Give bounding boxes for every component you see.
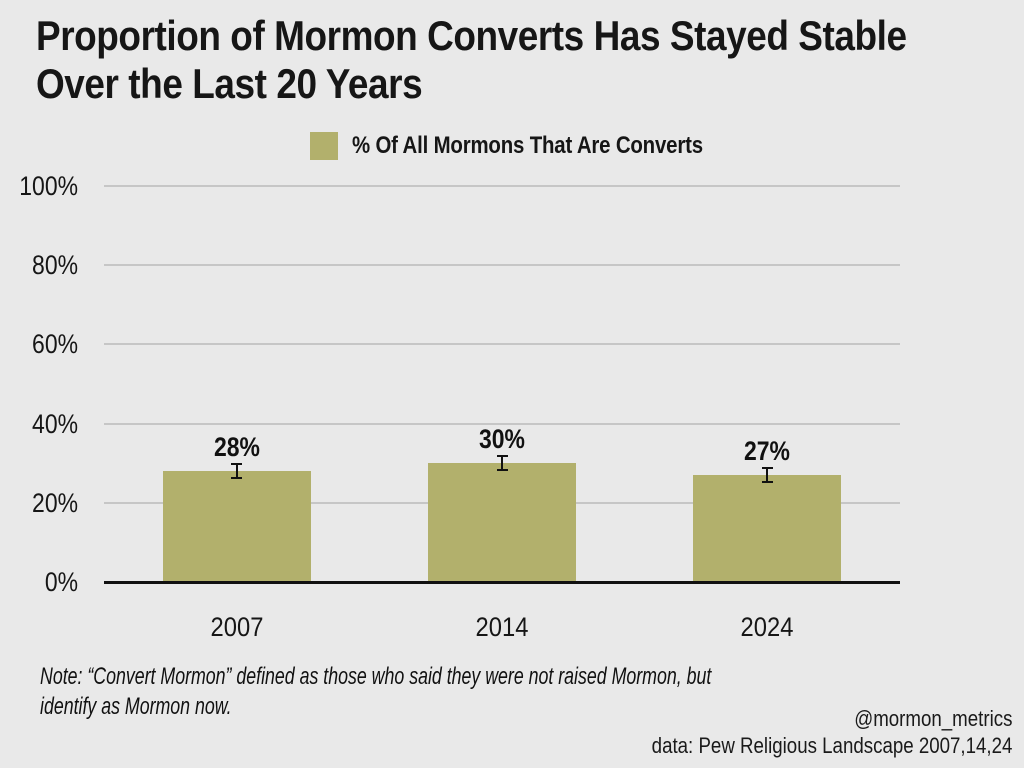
gridline-40	[104, 422, 900, 425]
legend-label: % Of All Mormons That Are Converts	[352, 132, 703, 159]
y-tick-label-20: 20%	[32, 487, 78, 518]
chart-title: Proportion of Mormon Converts Has Stayed…	[36, 12, 1024, 108]
bar-2014	[428, 463, 576, 582]
chart-title-line-2: Over the Last 20 Years	[36, 60, 423, 107]
chart-title-line-1: Proportion of Mormon Converts Has Stayed…	[36, 12, 907, 59]
y-tick-label-40: 40%	[32, 408, 78, 439]
footnote-line-1: Note: “Convert Mormon” defined as those …	[40, 663, 712, 690]
bar-2024	[693, 475, 842, 582]
value-label-2014: 30%	[479, 424, 525, 455]
x-axis-line	[104, 581, 900, 584]
error-bar-2024	[761, 467, 773, 483]
error-bar-2007	[231, 463, 243, 480]
gridline-100	[104, 185, 900, 187]
footnote-line-2: identify as Mormon now.	[40, 693, 232, 720]
bar-2007	[162, 471, 311, 582]
value-label-2024: 27%	[744, 436, 791, 467]
gridline-80	[104, 264, 900, 267]
y-tick-label-0: 0%	[44, 567, 78, 597]
legend-swatch-icon	[310, 132, 338, 160]
footnote: Note: “Convert Mormon” defined as those …	[40, 662, 947, 722]
legend: % Of All Mormons That Are Converts	[310, 132, 765, 160]
attribution-source: data: Pew Religious Landscape 2007,14,24	[651, 733, 1012, 758]
y-tick-label-100: 100%	[19, 171, 78, 201]
x-tick-label-2024: 2024	[740, 612, 794, 642]
gridline-60	[104, 343, 900, 346]
value-label-2007: 28%	[213, 432, 260, 463]
x-tick-label-2007: 2007	[210, 612, 264, 642]
attribution-handle: @mormon_metrics	[853, 706, 1012, 731]
attribution: @mormon_metrics data: Pew Religious Land…	[588, 705, 1012, 759]
y-tick-label-60: 60%	[32, 329, 78, 360]
error-bar-2014	[496, 455, 508, 472]
y-tick-label-80: 80%	[32, 250, 78, 281]
x-tick-label-2014: 2014	[475, 612, 529, 642]
